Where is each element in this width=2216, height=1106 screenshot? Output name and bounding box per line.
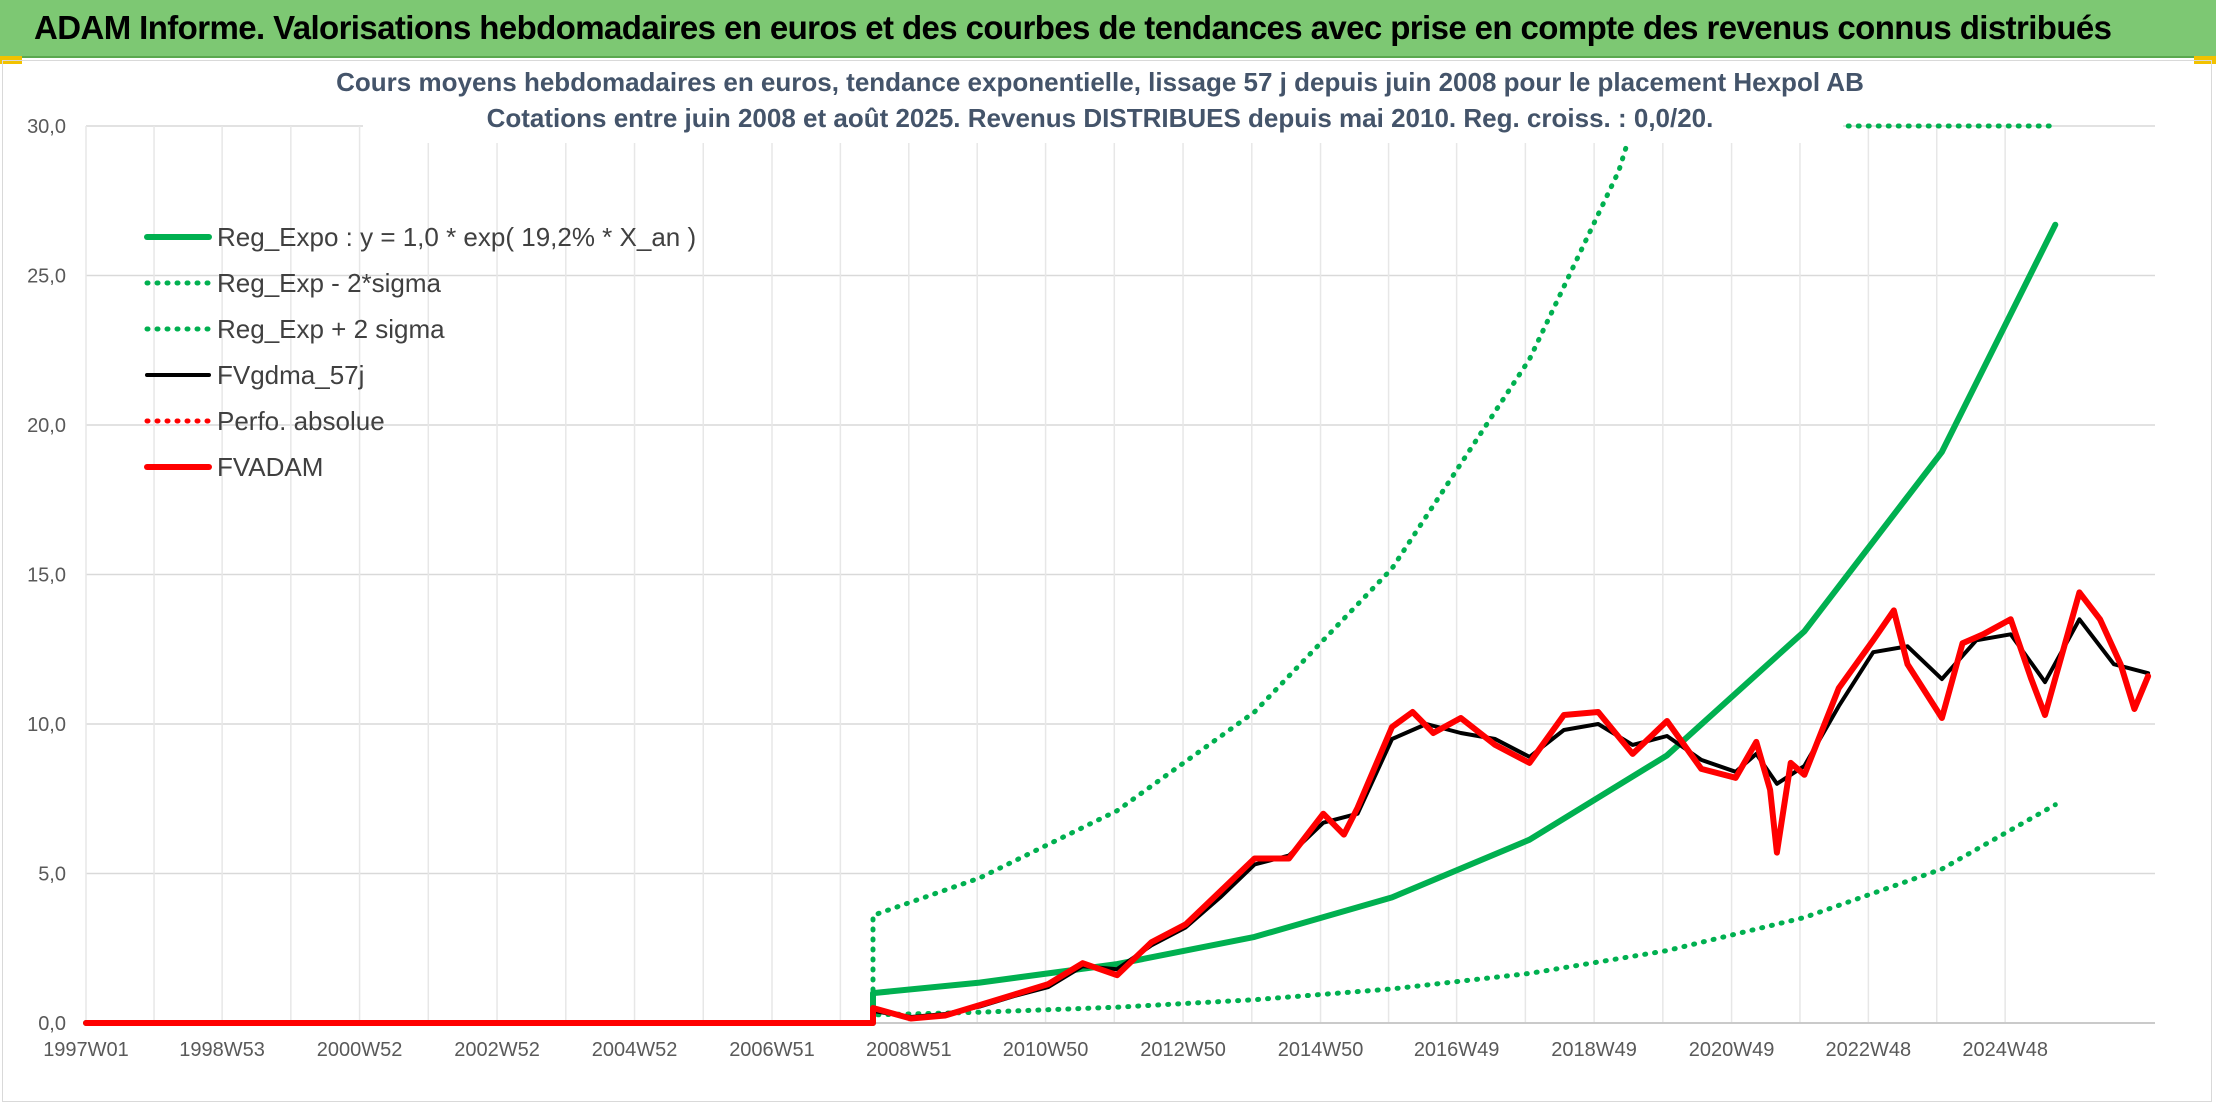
chart-subtitle: Cotations entre juin 2008 et août 2025. … <box>487 103 1714 133</box>
x-tick-label: 2020W49 <box>1689 1039 1775 1061</box>
legend-label: Perfo. absolue <box>217 406 385 436</box>
chart-frame: 0,0 5,0 10,0 15,0 20,0 25,0 30,0 1997W01 1998W53… <box>2 60 2212 1102</box>
series-line-0 <box>83 221 2059 1026</box>
y-tick-label: 20,0 <box>27 415 66 437</box>
x-tick-label: 2004W52 <box>592 1039 678 1061</box>
series-line-1 <box>83 802 2058 1026</box>
x-tick-label: 2006W51 <box>729 1039 815 1061</box>
x-tick-label: 2022W48 <box>1826 1039 1912 1061</box>
y-tick-label: 5,0 <box>38 864 66 886</box>
y-tick-label: 0,0 <box>38 1013 66 1035</box>
y-tick-label: 25,0 <box>27 266 66 288</box>
report-title: ADAM Informe. Valorisations hebdomadaire… <box>34 9 2112 46</box>
y-tick-label: 30,0 <box>27 116 66 138</box>
x-tick-label: 2012W50 <box>1140 1039 1226 1061</box>
y-tick-label: 15,0 <box>27 565 66 587</box>
x-tick-label: 2014W50 <box>1278 1039 1364 1061</box>
x-tick-label: 2008W51 <box>866 1039 952 1061</box>
title-background <box>363 63 1843 143</box>
y-tick-label: 10,0 <box>27 714 66 736</box>
legend-label: FVgdma_57j <box>217 360 364 390</box>
legend-label: FVADAM <box>217 452 323 482</box>
x-tick-label: 2010W50 <box>1003 1039 1089 1061</box>
x-tick-label: 1997W01 <box>43 1039 129 1061</box>
series-line-2 <box>83 123 2058 1026</box>
x-tick-label: 2018W49 <box>1551 1039 1637 1061</box>
x-tick-label: 1998W53 <box>179 1039 265 1061</box>
legend-label: Reg_Expo : y = 1,0 * exp( 19,2% * X_an ) <box>217 222 696 252</box>
x-tick-label: 2002W52 <box>454 1039 540 1061</box>
legend-label: Reg_Exp + 2 sigma <box>217 314 445 344</box>
x-tick-label: 2016W49 <box>1414 1039 1500 1061</box>
x-tick-label: 2024W48 <box>1962 1039 2048 1061</box>
series-line-5 <box>83 589 2152 1026</box>
report-header: ADAM Informe. Valorisations hebdomadaire… <box>0 0 2216 58</box>
x-tick-label: 2000W52 <box>317 1039 403 1061</box>
legend-label: Reg_Exp - 2*sigma <box>217 268 442 298</box>
chart-title: Cours moyens hebdomadaires en euros, ten… <box>336 67 1864 97</box>
line-chart: 0,0 5,0 10,0 15,0 20,0 25,0 30,0 1997W01 1998W53… <box>27 63 2155 1061</box>
